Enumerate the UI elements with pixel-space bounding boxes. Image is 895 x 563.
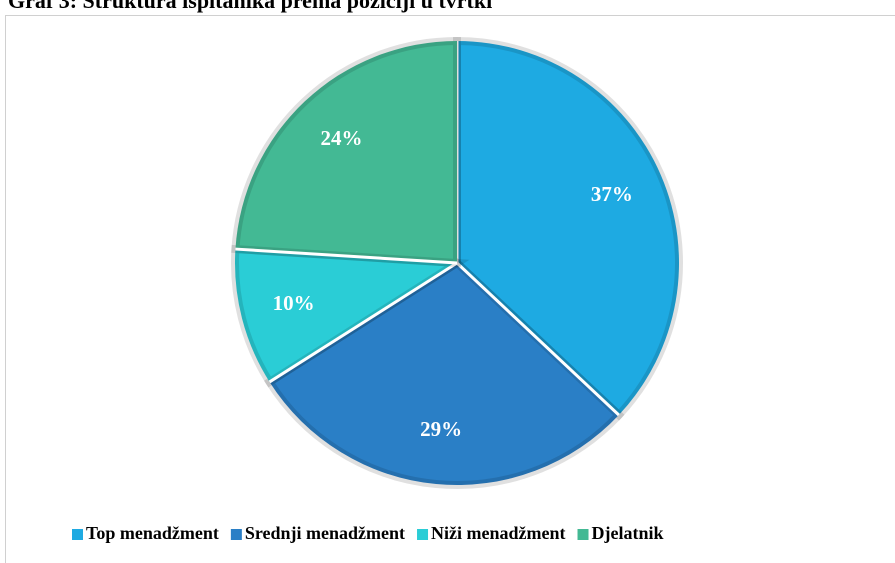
legend-label: Srednji menadžment	[245, 523, 405, 543]
data-label: 29%	[420, 417, 462, 441]
legend-label: Niži menadžment	[431, 523, 565, 543]
slice-separator	[268, 261, 458, 384]
data-label: 10%	[273, 291, 315, 315]
data-label: 24%	[321, 126, 363, 150]
legend-swatch	[72, 529, 83, 540]
data-label: 37%	[591, 182, 633, 206]
legend-label: Djelatnik	[592, 523, 664, 543]
pie: 37% 29% 10% 24%	[231, 36, 683, 489]
pie-slice	[264, 257, 625, 489]
pie-slice	[231, 36, 461, 268]
slice-separator	[235, 247, 458, 265]
legend-swatch	[417, 529, 429, 540]
legend-swatch	[230, 529, 242, 540]
pie-slice	[231, 244, 470, 388]
legend: Top menadžment Srednji menadžment Niži men…	[72, 523, 664, 543]
pie-slice	[453, 36, 683, 421]
chart-title: Graf 3: Struktura ispitanika prema pozic…	[8, 0, 492, 13]
legend-swatch	[577, 529, 589, 540]
slice-separator	[455, 261, 620, 417]
legend-label: Top menadžment	[86, 523, 219, 543]
